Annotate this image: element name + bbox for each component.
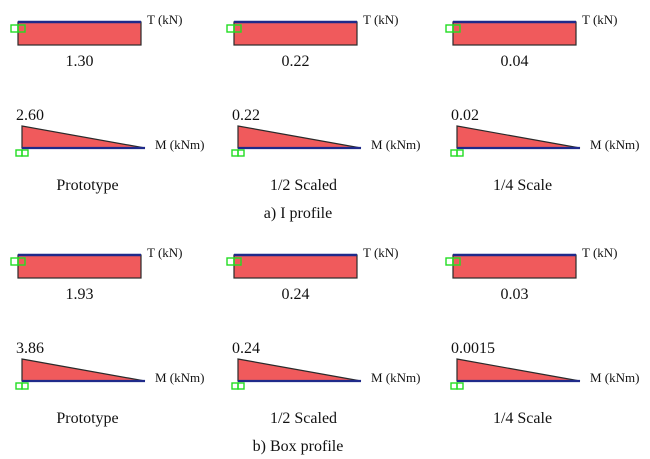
moment-axis-label: M (kNm) bbox=[155, 137, 204, 152]
shear-diagram-bar bbox=[452, 254, 577, 279]
section-caption: a) I profile bbox=[264, 205, 332, 222]
shear-value-label: 0.04 bbox=[501, 53, 529, 70]
moment-value-label: 2.60 bbox=[16, 107, 44, 124]
moment-diagram-triangle bbox=[237, 358, 362, 382]
moment-value-label: 0.24 bbox=[232, 340, 260, 357]
support-left-icon bbox=[226, 257, 235, 266]
support-right-icon bbox=[21, 149, 29, 157]
shear-value-label: 0.22 bbox=[282, 53, 310, 70]
moment-diagram-triangle bbox=[456, 125, 581, 149]
moment-diagram-triangle bbox=[456, 358, 581, 382]
shear-axis-label: T (kN) bbox=[363, 245, 399, 260]
support-left-icon bbox=[231, 382, 239, 390]
shear-value-label: 0.24 bbox=[282, 286, 310, 303]
moment-value-label: 0.0015 bbox=[451, 340, 495, 357]
shear-diagram-bar bbox=[17, 21, 142, 46]
support-right-icon bbox=[233, 24, 242, 33]
support-right-icon bbox=[452, 257, 461, 266]
support-right-icon bbox=[21, 382, 29, 390]
panel-name-label: 1/2 Scaled bbox=[270, 410, 337, 427]
shear-diagram-bar bbox=[233, 21, 358, 46]
support-left-icon bbox=[445, 24, 454, 33]
support-left-icon bbox=[450, 382, 458, 390]
moment-diagram-triangle bbox=[237, 125, 362, 149]
panel-name-label: 1/2 Scaled bbox=[270, 177, 337, 194]
support-left-icon bbox=[15, 149, 23, 157]
support-right-icon bbox=[233, 257, 242, 266]
moment-diagram-triangle bbox=[21, 358, 146, 382]
shear-diagram-bar bbox=[17, 254, 142, 279]
moment-diagram-triangle bbox=[21, 125, 146, 149]
shear-value-label: 1.93 bbox=[66, 286, 94, 303]
support-right-icon bbox=[17, 257, 26, 266]
moment-axis-label: M (kNm) bbox=[371, 370, 420, 385]
moment-axis-label: M (kNm) bbox=[590, 370, 639, 385]
moment-value-label: 0.02 bbox=[451, 107, 479, 124]
panel-name-label: 1/4 Scale bbox=[493, 177, 552, 194]
support-left-icon bbox=[15, 382, 23, 390]
support-right-icon bbox=[237, 149, 245, 157]
section-caption: b) Box profile bbox=[253, 438, 344, 455]
shear-axis-label: T (kN) bbox=[363, 12, 399, 27]
support-right-icon bbox=[17, 24, 26, 33]
moment-axis-label: M (kNm) bbox=[590, 137, 639, 152]
support-left-icon bbox=[226, 24, 235, 33]
support-left-icon bbox=[231, 149, 239, 157]
moment-axis-label: M (kNm) bbox=[371, 137, 420, 152]
support-right-icon bbox=[456, 382, 464, 390]
moment-value-label: 3.86 bbox=[16, 340, 44, 357]
shear-axis-label: T (kN) bbox=[582, 12, 618, 27]
shear-axis-label: T (kN) bbox=[147, 12, 183, 27]
shear-axis-label: T (kN) bbox=[582, 245, 618, 260]
shear-value-label: 1.30 bbox=[66, 53, 94, 70]
support-left-icon bbox=[10, 24, 19, 33]
support-left-icon bbox=[445, 257, 454, 266]
panel-name-label: Prototype bbox=[56, 177, 118, 194]
moment-axis-label: M (kNm) bbox=[155, 370, 204, 385]
shear-axis-label: T (kN) bbox=[147, 245, 183, 260]
panel-name-label: Prototype bbox=[56, 410, 118, 427]
support-left-icon bbox=[450, 149, 458, 157]
panel-name-label: 1/4 Scale bbox=[493, 410, 552, 427]
shear-diagram-bar bbox=[233, 254, 358, 279]
shear-diagram-bar bbox=[452, 21, 577, 46]
moment-value-label: 0.22 bbox=[232, 107, 260, 124]
support-right-icon bbox=[452, 24, 461, 33]
support-right-icon bbox=[237, 382, 245, 390]
support-right-icon bbox=[456, 149, 464, 157]
support-left-icon bbox=[10, 257, 19, 266]
shear-value-label: 0.03 bbox=[501, 286, 529, 303]
